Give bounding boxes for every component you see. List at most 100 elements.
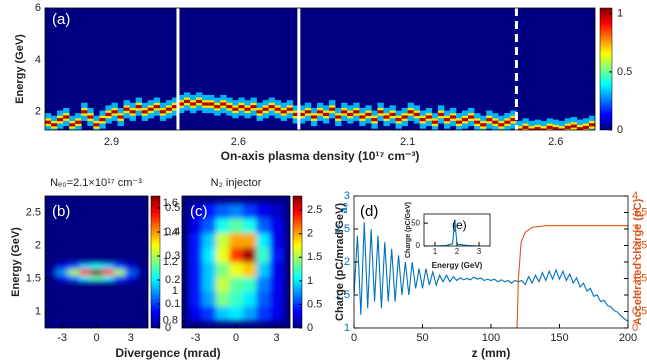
y-tick-label: 1.4 xyxy=(163,227,178,239)
shot-peak xyxy=(123,107,130,111)
colorbar-tick-label: 2 xyxy=(307,228,313,240)
cell xyxy=(229,276,244,292)
x-axis-label: Energy (GeV) xyxy=(432,261,483,270)
shot-peak xyxy=(292,112,300,116)
y-axis-label: Charge (pC/mrad/GeV) xyxy=(334,203,346,321)
shot-glow xyxy=(540,120,547,130)
cell xyxy=(136,268,148,276)
colorbar-tick-label: 1 xyxy=(307,275,313,287)
shot-glow xyxy=(558,126,566,130)
cell xyxy=(90,268,103,276)
shot-glow xyxy=(540,126,547,130)
cell xyxy=(125,275,138,283)
shot-peak xyxy=(316,110,324,114)
cell xyxy=(256,262,271,278)
shot-peak xyxy=(250,105,257,109)
shot-peak xyxy=(111,110,118,114)
shot-peak xyxy=(437,112,445,116)
cell xyxy=(242,276,257,292)
y-tick-label: 0.5 xyxy=(632,305,647,317)
y-axis-label: Charge (pC/GeV) xyxy=(405,202,412,258)
cell xyxy=(256,203,271,219)
y-tick-label: 50 xyxy=(411,218,420,227)
cell xyxy=(215,306,230,322)
y-tick-label: 1 xyxy=(172,285,178,297)
shot-peak xyxy=(202,102,209,106)
shot-peak xyxy=(147,107,155,111)
y-tick-label: 1.2 xyxy=(163,256,178,268)
colorbar xyxy=(292,195,303,329)
shot-peak xyxy=(371,118,378,122)
cell xyxy=(215,276,230,292)
shot-peak xyxy=(75,120,82,124)
cell xyxy=(202,291,217,307)
x-tick-label: 50 xyxy=(416,332,428,344)
cell xyxy=(242,232,257,248)
cell xyxy=(229,203,244,219)
shot-peak xyxy=(256,110,263,114)
shot-peak xyxy=(51,123,58,127)
axes-frame xyxy=(44,195,149,329)
cell xyxy=(269,232,284,248)
colorbar-tick-label: 0.5 xyxy=(617,66,632,78)
cell xyxy=(188,276,203,292)
panel-label: (e) xyxy=(452,218,467,232)
shot-peak xyxy=(105,112,112,116)
cell xyxy=(256,218,271,234)
cell xyxy=(202,262,217,278)
panel-label: (a) xyxy=(52,11,70,28)
shot-peak xyxy=(165,107,173,111)
shot-peak xyxy=(389,112,396,116)
cell xyxy=(256,247,271,263)
cell xyxy=(269,218,284,234)
shot-glow xyxy=(516,126,523,130)
lines xyxy=(354,222,628,328)
shot-peak xyxy=(401,115,408,119)
colorbar xyxy=(150,195,161,329)
shot-peak xyxy=(522,125,529,129)
colorbar-tick-label: 1.5 xyxy=(307,251,322,263)
series-line xyxy=(354,222,628,322)
colorbar-tick-label: 0.4 xyxy=(165,226,180,238)
y-tick-label: 0.8 xyxy=(163,315,178,327)
y-axis-label: a₀ xyxy=(338,202,350,213)
shot-peak xyxy=(365,112,372,116)
cell xyxy=(229,262,244,278)
shot-glow xyxy=(528,126,535,130)
axes-frame xyxy=(353,195,629,329)
x-tick-label: 200 xyxy=(619,332,637,344)
shot-peak xyxy=(159,110,167,114)
x-tick-label: 150 xyxy=(550,332,568,344)
cell xyxy=(256,291,271,307)
cell xyxy=(79,275,92,283)
cell xyxy=(113,262,126,270)
shot-peak xyxy=(286,107,294,111)
y-tick-label: 6 xyxy=(35,2,41,14)
shot-peak xyxy=(298,112,306,116)
shot-peak xyxy=(540,128,547,130)
cell xyxy=(269,262,284,278)
colorbar-tick-label: 0.5 xyxy=(307,298,322,310)
shot-peak xyxy=(492,120,499,124)
shot-peak xyxy=(546,125,553,129)
shot-peak xyxy=(232,107,239,111)
cell xyxy=(215,232,230,248)
y-tick-label: 1 xyxy=(632,289,638,301)
cell xyxy=(229,218,244,234)
cell xyxy=(188,247,203,263)
cell xyxy=(202,276,217,292)
shot-peak xyxy=(93,123,100,127)
x-axis-label: On-axis plasma density (10¹⁷ cm⁻³) xyxy=(221,149,420,163)
shot-peak xyxy=(353,110,360,114)
x-tick-label: 100 xyxy=(482,332,500,344)
cell xyxy=(188,291,203,307)
shot-peak xyxy=(419,118,427,122)
image xyxy=(188,203,284,322)
x-tick-label: 2.1 xyxy=(400,136,415,148)
cell xyxy=(45,262,57,270)
cell xyxy=(188,232,203,248)
x-tick-label: 3 xyxy=(273,332,279,344)
shot-peak xyxy=(359,115,366,119)
shot-peak xyxy=(455,120,463,124)
